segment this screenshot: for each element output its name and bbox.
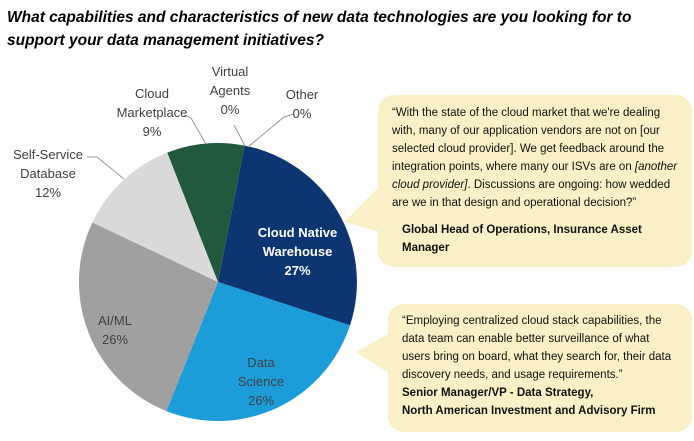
pie-label-text: Cloud Native Warehouse [257, 225, 338, 259]
attribution-line: Global Head of Operations, Insurance Ass… [402, 224, 642, 254]
pie-slice-ai-ml [78, 222, 218, 412]
pie-label-text: Other [285, 87, 319, 102]
pie-label-pct: 26% [247, 393, 275, 408]
pie-label-self-service-database: Self-Service Database 12% [2, 145, 94, 202]
quote-2-text: “Employing centralized cloud stack capab… [402, 315, 672, 381]
quote-2-tail [356, 333, 390, 374]
pie-label-pct: 0% [220, 102, 240, 117]
pie-label-virtual-agents: Virtual Agents 0% [202, 62, 258, 119]
leader-line-self-service-database [87, 156, 125, 180]
pie-label-text: Virtual Agents [209, 64, 251, 98]
title-line-2: support your data management initiatives… [7, 32, 324, 49]
pie-slice-self-service-database [92, 152, 218, 282]
pie-label-pct: 9% [142, 124, 162, 139]
pie-label-data-science: Data Science 26% [229, 353, 293, 410]
pie-slice-data-science [166, 282, 350, 422]
pie-label-text: Cloud Marketplace [116, 86, 188, 120]
leader-line-virtual-agents [233, 124, 246, 147]
pie-label-pct: 12% [34, 185, 62, 200]
attribution-line: Senior Manager/VP - Data Strategy, [402, 387, 594, 399]
pie-slices [78, 143, 357, 422]
pie-label-pct: 27% [284, 263, 311, 278]
pie-label-other: Other 0% [274, 85, 330, 123]
quote-1-tail [344, 186, 380, 232]
pie-slice-cloud-native-warehouse [218, 145, 357, 326]
pie-label-text: Self-Service Database [12, 147, 84, 181]
title-line-1: What capabilities and characteristics of… [7, 9, 632, 26]
pie-label-pct: 0% [292, 106, 312, 121]
quote-2-attribution: Senior Manager/VP - Data Strategy, North… [402, 384, 680, 420]
quote-1-text: “With the state of the cloud market that… [392, 107, 678, 209]
leader-line-cloud-marketplace [183, 114, 207, 145]
pie-label-text: Data Science [237, 355, 285, 389]
pie-label-pct: 26% [101, 332, 129, 347]
survey-question-title: What capabilities and characteristics of… [7, 6, 667, 52]
pie-slice-cloud-marketplace [167, 143, 245, 282]
attribution-line: North American Investment and Advisory F… [402, 405, 656, 417]
pie-label-ai-ml: AI/ML 26% [75, 311, 155, 349]
quote-1-attribution: Global Head of Operations, Insurance Ass… [392, 221, 680, 257]
leader-line-other [247, 113, 295, 148]
pie-label-cloud-native-warehouse: Cloud Native Warehouse 27% [225, 223, 370, 280]
pie-label-cloud-marketplace: Cloud Marketplace 9% [105, 84, 199, 141]
quote-callout-1: “With the state of the cloud market that… [378, 95, 692, 267]
quote-callout-2: “Employing centralized cloud stack capab… [388, 304, 692, 432]
pie-label-text: AI/ML [98, 313, 132, 328]
